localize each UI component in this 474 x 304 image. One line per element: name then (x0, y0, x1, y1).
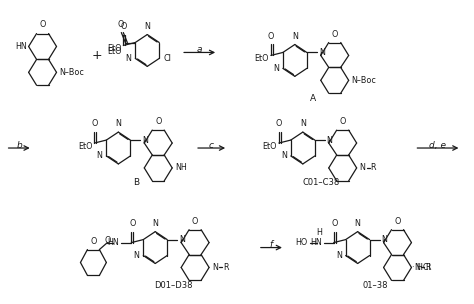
Text: N: N (133, 251, 139, 260)
Text: N: N (300, 119, 306, 128)
Text: HN: HN (310, 238, 322, 247)
Text: O: O (117, 19, 124, 29)
Text: O: O (331, 219, 338, 228)
Text: EtO: EtO (107, 47, 121, 57)
Text: HN: HN (15, 42, 27, 51)
Text: R: R (426, 263, 431, 272)
Text: O: O (268, 32, 274, 40)
Text: 01–38: 01–38 (363, 281, 388, 290)
Text: N: N (97, 151, 102, 161)
Text: N: N (414, 263, 420, 272)
Text: N: N (360, 164, 365, 172)
Text: N: N (126, 54, 131, 63)
Text: N–Boc: N–Boc (60, 68, 84, 77)
Text: N: N (319, 48, 325, 57)
Text: R: R (223, 263, 228, 272)
Text: HN: HN (108, 238, 119, 247)
Text: N: N (144, 22, 150, 31)
Text: N: N (292, 32, 298, 40)
Text: D01–D38: D01–D38 (154, 281, 192, 290)
Text: b: b (16, 140, 22, 150)
Text: NH: NH (175, 164, 187, 172)
Text: f: f (270, 240, 273, 249)
Text: N–Boc: N–Boc (352, 76, 376, 85)
Text: N: N (336, 251, 342, 260)
Text: O: O (155, 117, 162, 126)
Text: N: N (142, 136, 148, 145)
Text: B: B (133, 178, 139, 187)
Text: O: O (339, 117, 346, 126)
Text: O: O (120, 22, 127, 31)
Text: N: N (327, 136, 333, 145)
Text: O: O (91, 119, 98, 128)
Text: N: N (152, 219, 158, 228)
Text: HO: HO (296, 238, 308, 247)
Text: H: H (316, 228, 322, 237)
Text: O: O (105, 236, 111, 245)
Text: +: + (92, 49, 103, 62)
Text: O: O (394, 217, 401, 226)
Text: R: R (371, 164, 376, 172)
Text: EtO: EtO (255, 54, 269, 63)
Text: Cl: Cl (163, 54, 171, 63)
Text: N: N (115, 119, 121, 128)
Text: N: N (273, 64, 279, 73)
Text: N: N (212, 263, 218, 272)
Text: EtO: EtO (78, 142, 92, 150)
Text: O: O (129, 219, 136, 228)
Text: N: N (179, 235, 185, 244)
Text: N: N (281, 151, 287, 161)
Text: · HCl: · HCl (412, 263, 431, 272)
Text: d, e: d, e (429, 140, 447, 150)
Text: a: a (197, 45, 202, 54)
Text: EtO: EtO (263, 142, 277, 150)
Text: O: O (276, 119, 282, 128)
Text: O: O (39, 19, 46, 29)
Text: A: A (310, 94, 316, 103)
Text: N: N (382, 235, 387, 244)
Text: O: O (192, 217, 198, 226)
Text: O: O (331, 29, 338, 39)
Text: EtO: EtO (107, 44, 121, 53)
Text: c: c (209, 140, 214, 150)
Text: N: N (355, 219, 361, 228)
Text: C01–C38: C01–C38 (302, 178, 339, 187)
Text: O: O (90, 237, 97, 246)
